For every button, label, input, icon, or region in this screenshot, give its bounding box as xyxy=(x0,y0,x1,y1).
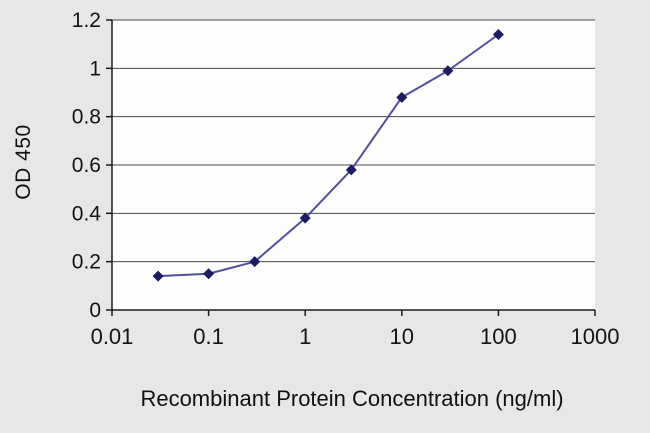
data-point-marker xyxy=(492,29,504,40)
y-tick-label: 0.2 xyxy=(72,251,101,274)
y-tick-label: 0.4 xyxy=(72,202,102,225)
x-axis-title: Recombinant Protein Concentration (ng/ml… xyxy=(140,386,564,411)
x-tick-label: 10 xyxy=(390,324,414,349)
y-tick-label: 0 xyxy=(89,299,101,322)
y-tick-label: 0.6 xyxy=(72,154,101,177)
x-tick-label: 1000 xyxy=(571,324,620,349)
data-point-marker xyxy=(345,164,357,176)
y-tick-label: 1.2 xyxy=(72,9,101,32)
y-tick-label: 0.8 xyxy=(72,106,101,129)
data-point-marker xyxy=(249,256,261,268)
data-point-marker xyxy=(442,65,454,77)
y-axis-title: OD 450 xyxy=(12,124,35,200)
x-tick-label: 1 xyxy=(299,324,311,349)
y-tick-label: 1 xyxy=(89,57,101,80)
data-point-marker xyxy=(203,268,215,280)
data-point-marker xyxy=(152,270,164,282)
data-point-marker xyxy=(299,212,311,224)
data-point-marker xyxy=(396,91,408,103)
x-tick-label: 0.01 xyxy=(91,324,134,349)
series-line xyxy=(158,33,499,278)
x-tick-label: 100 xyxy=(480,324,517,349)
x-tick-label: 0.1 xyxy=(193,324,224,349)
